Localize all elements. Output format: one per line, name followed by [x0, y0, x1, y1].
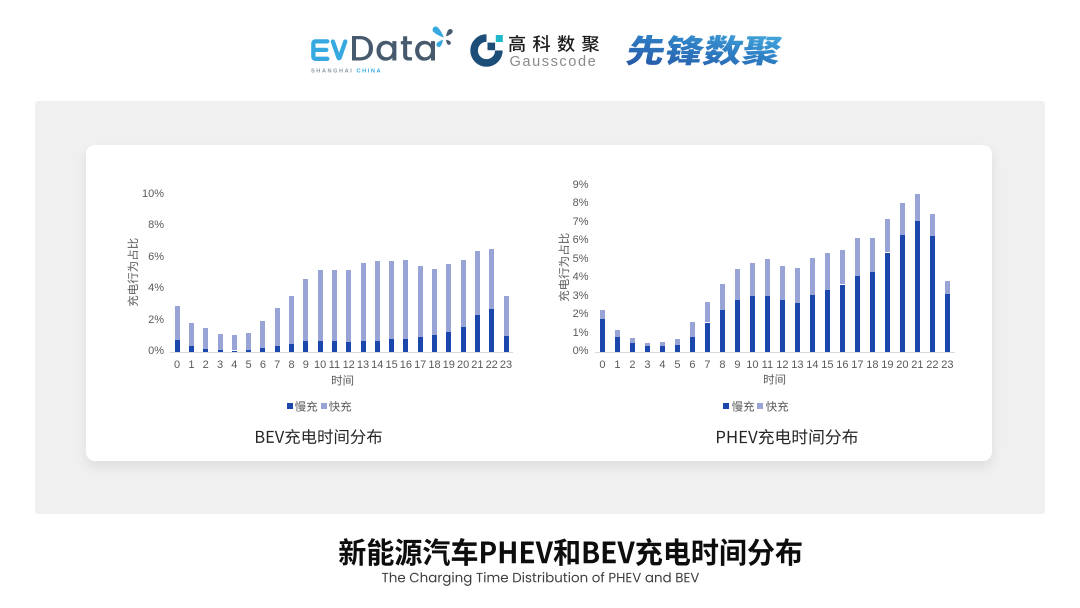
svg-text:SHANGHAI CHINA: SHANGHAI CHINA	[311, 68, 382, 74]
